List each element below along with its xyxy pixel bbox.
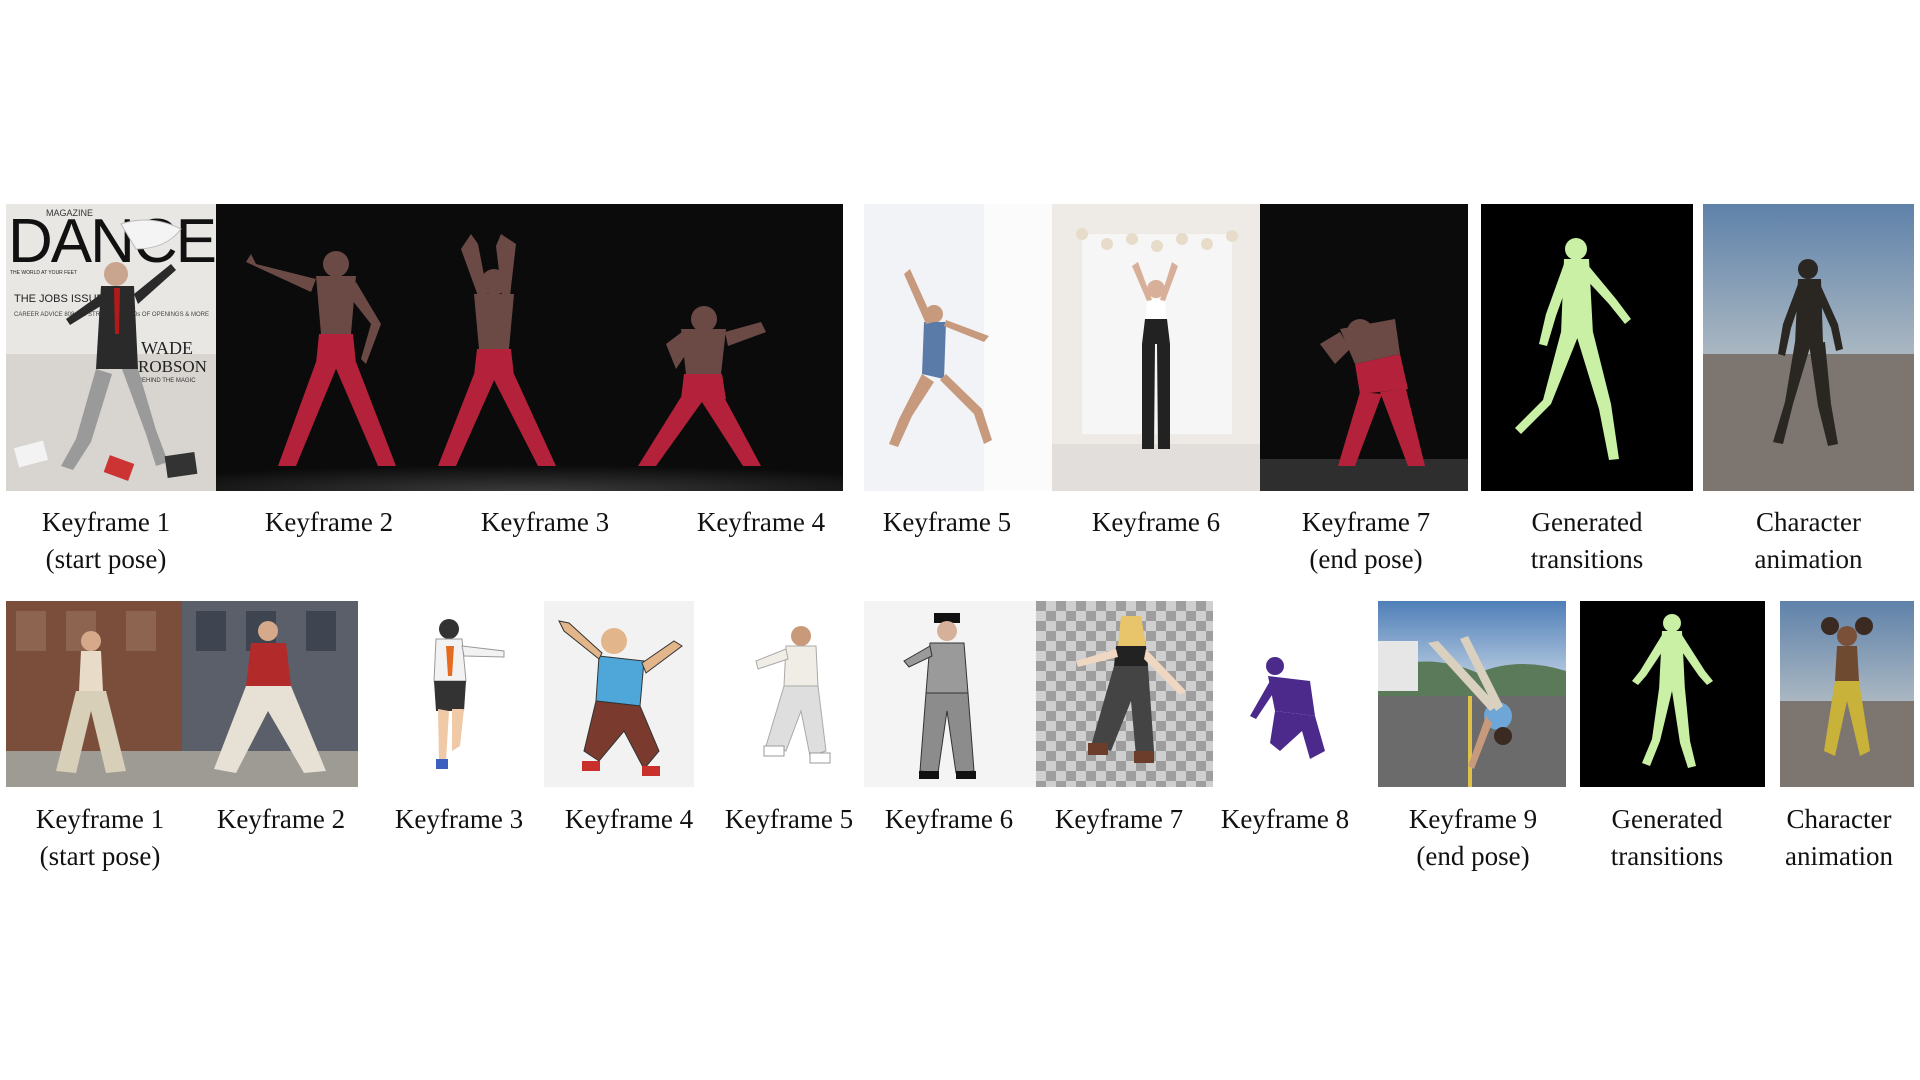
hiphop-dancer-image — [726, 601, 856, 787]
magazine-name-sub: BEHIND THE MAGIC — [138, 378, 196, 384]
caption-row1-keyframe-6: Keyframe 6 — [1091, 507, 1221, 537]
caption-row1-keyframe-5: Keyframe 5 — [882, 507, 1012, 537]
studio-dancer-image — [1052, 204, 1260, 491]
caption-row2-keyframe-1: Keyframe 1 (start pose) — [35, 804, 165, 871]
cartoon-dancer-1-image — [394, 601, 526, 787]
caption-row2-keyframe-7: Keyframe 7 — [1054, 804, 1184, 834]
magazine-small: MAGAZINE — [46, 208, 93, 218]
transparent-dancer-image — [1036, 601, 1213, 787]
caption-row2-keyframe-2: Keyframe 2 — [216, 804, 346, 834]
caption-row2-keyframe-5: Keyframe 5 — [724, 804, 854, 834]
leaping-dancer-image — [864, 204, 1052, 491]
caption-row1-keyframe-2: Keyframe 2 — [264, 507, 394, 537]
caption-row2-keyframe-6: Keyframe 6 — [884, 804, 1014, 834]
generated-mesh-image — [1481, 204, 1693, 491]
caption-row2-character: Character animation — [1785, 804, 1893, 871]
caption-row1-generated: Generated transitions — [1530, 507, 1644, 574]
caption-row1-keyframe-7: Keyframe 7 (end pose) — [1301, 507, 1431, 574]
caption-row2-keyframe-4: Keyframe 4 — [564, 804, 694, 834]
caption-row2-generated: Generated transitions — [1610, 804, 1724, 871]
caption-row2-keyframe-3: Keyframe 3 — [394, 804, 524, 834]
generated-mesh-image-row2 — [1580, 601, 1765, 787]
cartoon-dancer-2-image — [544, 601, 694, 787]
magazine-name-1: WADE — [141, 338, 193, 358]
silhouette-dancer-image — [1230, 601, 1340, 787]
magazine-cover-image: MAGAZINE DANCE THE WORLD AT YOUR FEET TH… — [6, 204, 216, 491]
caption-row1-keyframe-1: Keyframe 1 (start pose) — [41, 507, 171, 574]
caption-row1-character: Character animation — [1754, 507, 1863, 574]
caption-row1-keyframe-4: Keyframe 4 — [696, 507, 826, 537]
magazine-issue: THE JOBS ISSUE — [14, 293, 104, 305]
caption-row2-keyframe-9: Keyframe 9 (end pose) — [1408, 804, 1538, 871]
street-dancers-image — [6, 601, 358, 787]
magazine-name-2: ROBSON — [138, 357, 207, 376]
breakdance-street-image — [1378, 601, 1566, 787]
stage-dancer-end-image — [1260, 204, 1468, 491]
caption-row2-keyframe-8: Keyframe 8 — [1220, 804, 1350, 834]
vest-dancer-image — [864, 601, 1036, 787]
caption-row1-keyframe-3: Keyframe 3 — [480, 507, 610, 537]
stage-dancer-sequence-image — [216, 204, 843, 491]
magazine-tagline: THE WORLD AT YOUR FEET — [10, 270, 77, 276]
unity-character-image — [1703, 204, 1914, 491]
unity-character-image-row2 — [1780, 601, 1914, 787]
